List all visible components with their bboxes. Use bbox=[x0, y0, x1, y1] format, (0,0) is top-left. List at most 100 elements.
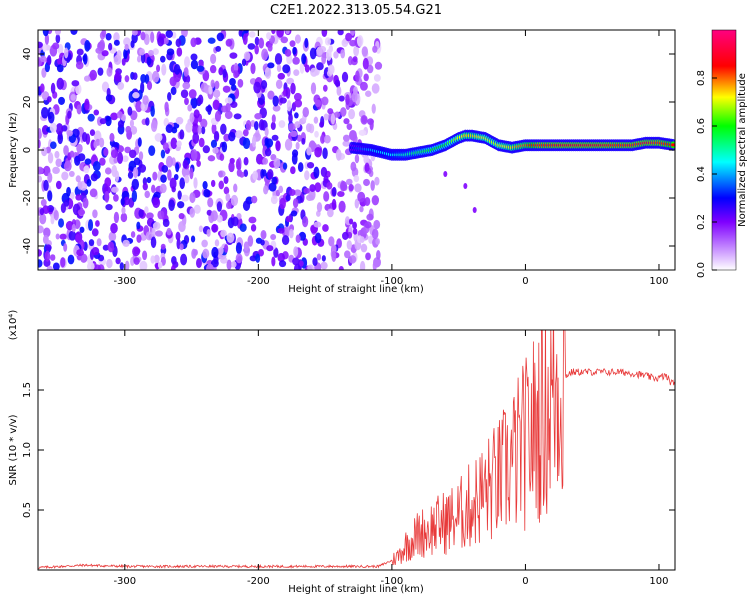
spectrogram-cell bbox=[196, 160, 201, 168]
spectrogram-cell bbox=[127, 106, 133, 116]
spectrogram-cell bbox=[279, 97, 287, 104]
spectrogram-cell bbox=[105, 32, 112, 41]
spectrogram-cell bbox=[302, 106, 309, 118]
spectrogram-cell bbox=[131, 189, 138, 202]
spectrogram-cell bbox=[214, 239, 220, 247]
spectrogram-cell bbox=[167, 169, 172, 181]
spectrogram-cell bbox=[157, 210, 165, 220]
spectrogram-cell bbox=[264, 127, 269, 137]
spectrogram-cell bbox=[215, 45, 222, 52]
spectrogram-cell bbox=[337, 190, 345, 198]
spectrogram-cell bbox=[345, 32, 353, 42]
spectrogram-cell bbox=[138, 209, 144, 218]
spectrogram-cell bbox=[222, 68, 227, 78]
spectrogram-cell bbox=[97, 67, 104, 76]
spectrogram-cell bbox=[359, 81, 368, 91]
spectrogram-cell bbox=[264, 137, 269, 146]
spectrogram-cell bbox=[226, 259, 232, 270]
spectrogram-cell bbox=[303, 187, 310, 194]
spectrogram-cell bbox=[290, 166, 296, 175]
spectrogram-cell bbox=[299, 260, 304, 267]
spectrogram-cell bbox=[324, 37, 332, 46]
spectrogram-cell bbox=[123, 196, 130, 206]
spectrogram-cell bbox=[267, 90, 275, 100]
spectrogram-cell bbox=[156, 64, 161, 73]
spectrogram-cell bbox=[277, 227, 285, 234]
spectrogram-cell bbox=[359, 260, 366, 270]
spectrogram-cell bbox=[175, 231, 181, 241]
spectrogram-cell bbox=[223, 186, 230, 195]
spectrogram-cell bbox=[293, 69, 300, 76]
spectrogram-cell bbox=[55, 233, 60, 240]
spectrogram-cell bbox=[284, 226, 290, 238]
spectrogram-cell bbox=[179, 177, 186, 190]
spectrogram-cell bbox=[70, 94, 76, 101]
spectrogram-cell bbox=[320, 261, 328, 270]
spectrogram-cell bbox=[207, 197, 214, 208]
spectrogram-cell bbox=[46, 54, 52, 66]
spectrogram-cell bbox=[313, 221, 322, 228]
snr-panel: -300 -200 -100 0 100 0.5 1.0 1.5 Height of str… bbox=[8, 310, 676, 595]
spectrogram-cell bbox=[373, 74, 381, 82]
spectrogram-cell bbox=[53, 209, 59, 221]
spectrogram-cell bbox=[348, 255, 357, 264]
spectrogram-cell bbox=[113, 32, 120, 42]
spectrogram-cell bbox=[224, 244, 229, 253]
spectrogram-cell bbox=[293, 189, 302, 196]
spectrogram-cell bbox=[348, 218, 354, 225]
spectrogram-cell bbox=[140, 73, 147, 83]
spectrogram-cell bbox=[228, 131, 236, 142]
spectrogram-cell bbox=[178, 220, 186, 233]
spectrogram-cell bbox=[38, 259, 43, 268]
spectrogram-cell bbox=[132, 166, 139, 179]
spectrogram-cell bbox=[49, 122, 57, 133]
x-tick-label: -100 bbox=[381, 276, 404, 287]
spectrogram-cell bbox=[216, 214, 223, 223]
spectrogram-cell bbox=[281, 235, 290, 246]
spectrogram-cell bbox=[362, 57, 369, 70]
spectrogram-cell bbox=[334, 79, 341, 87]
spectrogram-cell bbox=[105, 115, 112, 127]
spectrogram-cell bbox=[267, 44, 273, 52]
spectrogram-cell bbox=[146, 176, 152, 184]
spectrogram-cell bbox=[290, 130, 298, 138]
spectrogram-cell bbox=[210, 179, 216, 188]
spectrogram-cell bbox=[123, 37, 131, 47]
spectrogram-cell bbox=[99, 39, 105, 51]
spectrogram-cell bbox=[63, 243, 68, 252]
spectrogram-cell bbox=[218, 180, 224, 190]
spectrogram-cell bbox=[210, 210, 218, 222]
spectrogram-cell bbox=[183, 67, 189, 77]
spectrogram-cell bbox=[228, 161, 235, 173]
spectrogram-cell bbox=[202, 180, 208, 190]
spectrogram-cell bbox=[43, 179, 49, 191]
spectrogram-cell bbox=[96, 238, 102, 247]
spectrogram-cell bbox=[239, 171, 245, 178]
spectrogram-cell bbox=[211, 246, 219, 259]
spectrogram-cell bbox=[39, 55, 47, 63]
spectrogram-cell bbox=[352, 56, 358, 63]
spectrogram-cell bbox=[278, 120, 286, 129]
spectrogram-cell bbox=[321, 53, 327, 65]
spectrogram-cell bbox=[264, 66, 272, 79]
spectrogram-cell bbox=[58, 218, 65, 228]
spectrogram-cell bbox=[338, 265, 344, 270]
spectrogram-cell bbox=[289, 228, 294, 239]
spectrogram-cell bbox=[203, 188, 211, 198]
spectrogram-cell bbox=[361, 46, 368, 57]
spectrogram-cell bbox=[301, 137, 306, 145]
spectrogram-cell bbox=[183, 74, 191, 84]
spectrogram-cell bbox=[56, 64, 64, 73]
spectrogram-cell bbox=[132, 72, 138, 80]
spectrogram-cell bbox=[113, 39, 120, 46]
spectrogram-cell bbox=[345, 94, 350, 106]
spectrogram-cell bbox=[47, 111, 55, 124]
spectrogram-cell bbox=[443, 171, 448, 177]
spectrogram-cell bbox=[83, 165, 90, 174]
spectrogram-cell bbox=[132, 92, 140, 99]
snr-y-ticks: 0.5 1.0 1.5 bbox=[22, 382, 675, 518]
spectrogram-cell bbox=[49, 141, 57, 149]
spectrogram-cell bbox=[55, 158, 62, 167]
spectrogram-cell bbox=[273, 157, 281, 169]
x-tick-label: -300 bbox=[113, 576, 136, 587]
